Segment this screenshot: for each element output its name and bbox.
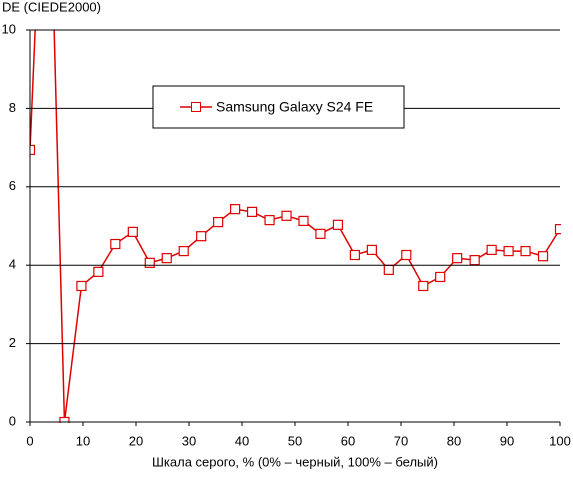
x-tick-label: 0 (26, 433, 33, 448)
marker (161, 253, 172, 264)
marker (435, 271, 446, 283)
y-tick-label: 0 (9, 413, 16, 428)
y-tick-label: 2 (9, 335, 16, 350)
x-tick-label: 90 (500, 433, 514, 448)
x-tick-label: 80 (447, 433, 461, 448)
marker (298, 215, 309, 227)
marker (76, 280, 87, 292)
plot (30, 30, 561, 423)
marker (127, 226, 138, 237)
marker (30, 144, 36, 156)
marker (315, 228, 326, 239)
marker (264, 215, 275, 226)
x-tick-label: 30 (182, 433, 196, 448)
marker (383, 264, 394, 276)
marker (349, 249, 360, 261)
marker (230, 204, 241, 215)
marker (452, 253, 463, 264)
x-axis-label: Шкала серого, % (0% – черный, 100% – бел… (152, 454, 438, 469)
marker (520, 245, 531, 257)
x-tick-label: 40 (235, 433, 249, 448)
marker (213, 216, 224, 228)
x-tick-label: 60 (341, 433, 355, 448)
marker (178, 245, 189, 257)
marker (366, 244, 377, 256)
marker (144, 257, 155, 268)
x-tick-label: 10 (76, 433, 90, 448)
marker (246, 206, 258, 217)
x-tick-label: 20 (129, 433, 143, 448)
marker (110, 238, 121, 250)
marker (554, 224, 561, 235)
legend-marker (191, 102, 201, 112)
x-tick-label: 50 (288, 433, 302, 448)
marker (537, 251, 549, 262)
marker (469, 255, 480, 266)
y-axis-label: DE (CIEDE2000) (2, 0, 101, 14)
marker (196, 231, 207, 242)
marker (401, 249, 412, 261)
marker (332, 219, 344, 230)
x-tick-label: 70 (394, 433, 408, 448)
y-tick-label: 4 (9, 257, 16, 272)
legend-label: Samsung Galaxy S24 FE (216, 99, 373, 115)
series-line (30, 30, 561, 423)
marker (93, 266, 104, 277)
y-tick-label: 6 (9, 178, 16, 193)
y-tick-label: 10 (2, 21, 16, 36)
marker (486, 244, 497, 256)
x-tick-label: 100 (549, 433, 571, 448)
marker (503, 245, 514, 257)
marker (418, 280, 429, 292)
marker (281, 210, 292, 221)
y-tick-label: 8 (9, 100, 16, 115)
